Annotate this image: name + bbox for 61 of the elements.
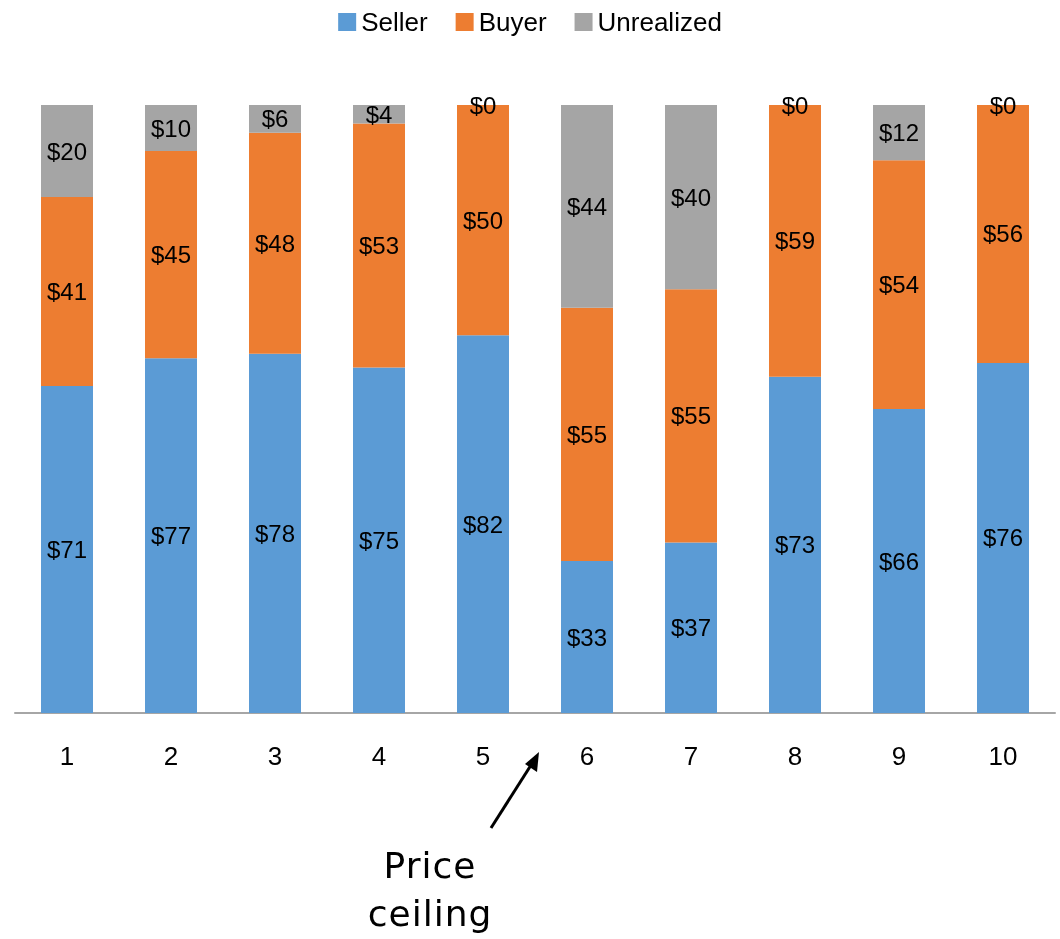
bar [665, 105, 717, 290]
data-label: $54 [878, 271, 920, 299]
data-label: $4 [365, 100, 393, 128]
x-tick-label: 2 [163, 741, 179, 771]
data-label: $75 [358, 526, 400, 554]
x-tick-label: 5 [475, 741, 491, 771]
x-tick-label: 6 [579, 741, 595, 771]
bar [873, 160, 925, 409]
x-tick-label: 10 [988, 741, 1018, 771]
data-label: $44 [566, 192, 608, 220]
data-label: $73 [774, 531, 816, 559]
data-label: $53 [358, 231, 400, 259]
data-label: $45 [150, 241, 192, 269]
bar [665, 289, 717, 543]
data-label: $66 [878, 547, 920, 575]
bar [457, 335, 509, 713]
data-label: $20 [46, 137, 88, 165]
bar [561, 561, 613, 713]
bar [145, 151, 197, 359]
bar [145, 358, 197, 713]
text: Price ceiling [366, 844, 494, 936]
legend-label: Buyer [478, 7, 547, 37]
legend-label: Seller [361, 7, 428, 37]
legend-label: Unrealized [597, 7, 722, 37]
x-tick-label: 1 [59, 741, 75, 771]
data-label: $78 [254, 519, 296, 547]
bar [353, 123, 405, 368]
bar [561, 307, 613, 561]
data-label: $71 [46, 535, 88, 563]
x-tick-label: 4 [371, 741, 387, 771]
data-label: $55 [566, 420, 608, 448]
bar [873, 409, 925, 713]
data-label: $41 [46, 278, 88, 306]
data-label: $10 [150, 114, 192, 142]
bar [41, 197, 93, 386]
bar [41, 385, 93, 713]
data-label: $48 [254, 229, 296, 257]
data-label: $33 [566, 623, 608, 651]
x-tick-label: 3 [267, 741, 283, 771]
x-tick-label: 7 [683, 741, 699, 771]
data-label: $12 [878, 119, 920, 147]
bar [249, 132, 301, 354]
bar [353, 367, 405, 713]
data-label: $50 [462, 206, 504, 234]
data-label: $76 [982, 524, 1024, 552]
data-label: $77 [150, 522, 192, 550]
data-label: $40 [670, 183, 712, 211]
x-tick-label: 9 [891, 741, 907, 771]
bar [561, 105, 613, 308]
data-label: $82 [462, 510, 504, 538]
bar [977, 362, 1029, 713]
data-label: $6 [261, 105, 289, 133]
data-label: $55 [670, 402, 712, 430]
bar [41, 105, 93, 198]
data-label: $56 [982, 220, 1024, 248]
data-label: $37 [670, 614, 712, 642]
x-tick-label: 8 [787, 741, 803, 771]
data-label: $59 [774, 227, 816, 255]
bar [249, 353, 301, 713]
bar [665, 542, 717, 713]
bar [769, 376, 821, 713]
